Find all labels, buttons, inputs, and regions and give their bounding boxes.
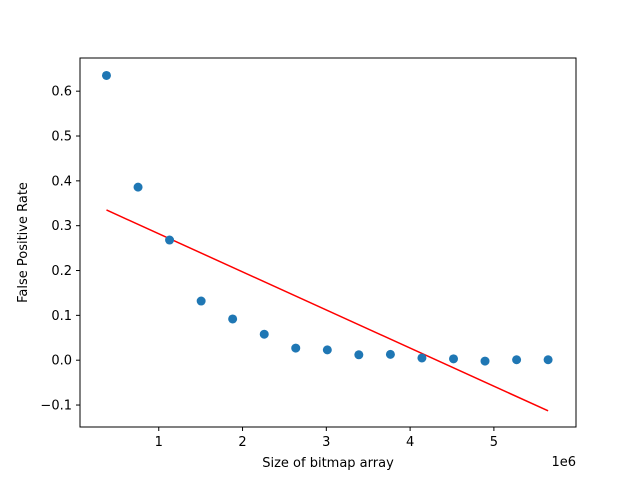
data-point (322, 345, 332, 355)
y-axis-ticks: −0.1 0.0 0.1 0.2 0.3 0.4 0.5 0.6 (40, 85, 80, 414)
data-point (196, 296, 206, 306)
x-tick-label: 4 (406, 435, 414, 450)
data-point (449, 354, 459, 364)
y-tick-label: 0.0 (51, 354, 72, 369)
data-point (480, 356, 490, 366)
y-tick-label: 0.1 (51, 309, 72, 324)
y-tick-label: 0.5 (51, 130, 72, 145)
data-point (291, 343, 301, 353)
plot-frame (79, 57, 577, 428)
x-axis-ticks: 1 2 3 4 5 (155, 427, 498, 450)
plot-area (80, 58, 576, 427)
y-tick-label: 0.3 (51, 219, 72, 234)
data-point (543, 355, 553, 365)
x-axis-label: Size of bitmap array (262, 456, 394, 471)
y-tick-label: 0.6 (51, 85, 72, 100)
x-tick-label: 2 (238, 435, 246, 450)
scatter-points-layer (101, 70, 553, 366)
fit-line-layer (106, 209, 549, 412)
x-tick-label: 1 (155, 435, 163, 450)
fit-line (106, 209, 549, 412)
y-tick-label: 0.2 (51, 264, 72, 279)
data-point (101, 70, 111, 80)
data-point (385, 349, 395, 359)
y-tick-label: −0.1 (40, 399, 72, 414)
y-tick-label: 0.4 (51, 174, 72, 189)
data-point (354, 350, 364, 360)
x-axis-offset-label: 1e6 (551, 455, 576, 470)
data-point (512, 355, 522, 365)
data-point (259, 329, 269, 339)
data-point (165, 235, 175, 245)
data-point (133, 182, 143, 192)
data-point (228, 314, 238, 324)
x-tick-label: 3 (322, 435, 330, 450)
y-axis-label: False Positive Rate (16, 182, 31, 303)
x-tick-label: 5 (490, 435, 498, 450)
data-point (417, 353, 427, 363)
